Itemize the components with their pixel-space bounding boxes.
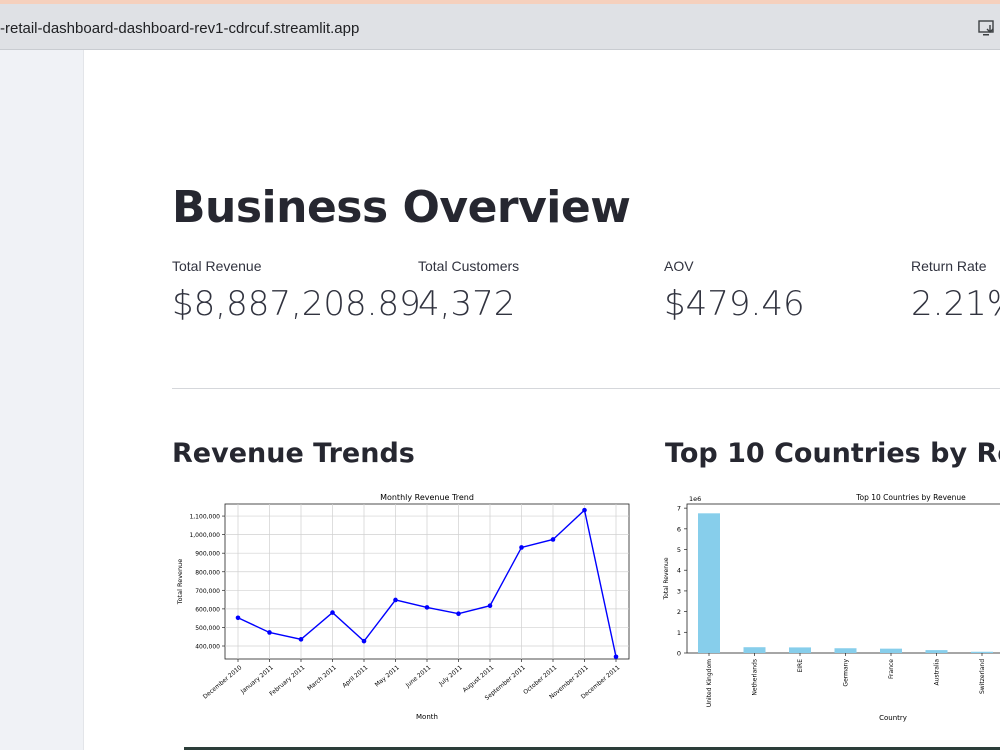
sidebar [0,50,84,750]
metric-label: Total Customers [418,258,520,274]
x-tick-label: United Kingdom [706,659,713,707]
data-point [582,507,587,513]
y-tick-label: 1,100,000 [189,514,220,521]
offset-label: 1e6 [689,495,701,503]
metric-value: $479.46 [664,284,805,324]
y-tick-label: 5 [677,546,681,554]
x-tick-label: Netherlands [752,659,759,696]
bar-chart-svg: Top 10 Countries by Revenue 1e6 0 1 2 3 4 5 6 7 Un… [663,493,1000,722]
x-tick-label: March 2011 [306,664,338,692]
bar [880,648,902,653]
address-bar[interactable]: -retail-dashboard-dashboard-rev1-cdrcuf.… [0,4,1000,50]
x-tick-label: December 2010 [202,664,244,701]
y-tick-label: 700,000 [195,588,220,595]
data-point [298,637,304,642]
url-text[interactable]: -retail-dashboard-dashboard-rev1-cdrcuf.… [0,20,360,37]
metric-label: Total Revenue [172,258,262,274]
metric-return-rate: Return Rate 2.21% [911,258,1000,324]
metric-value: 2.21% [911,284,1000,324]
page-title: Business Overview [172,182,631,233]
bar [834,648,857,653]
y-tick-label: 7 [677,505,681,513]
metric-label: Return Rate [911,258,987,274]
y-tick-label: 800,000 [195,569,220,576]
x-tick-label: April 2011 [341,664,369,689]
metric-label: AOV [664,258,694,274]
x-tick-label: Germany [843,659,850,687]
y-axis-label: Total Revenue [176,559,184,606]
y-tick-label: 6 [677,525,681,533]
download-icon[interactable] [978,19,998,37]
x-axis-label: Country [879,714,907,722]
browser-top-band [0,0,1000,4]
bar [789,647,811,653]
data-point [456,611,461,617]
x-tick-label: Switzerland [979,659,986,694]
data-point [361,638,367,644]
data-point [613,654,619,660]
metric-aov: AOV $479.46 [664,258,805,324]
chart-title: Monthly Revenue Trend [380,493,474,502]
y-tick-label: 1 [677,629,681,637]
data-point [235,615,241,621]
x-axis-label: Month [416,713,438,721]
y-tick-label: 400,000 [195,644,220,651]
x-tick-label: August 2011 [462,664,496,694]
bar [743,647,766,653]
chart-title: Top 10 Countries by Revenue [855,493,966,502]
data-point [330,610,335,615]
plot-area [686,503,1000,654]
metric-value: 4,372 [418,284,516,324]
bar [925,650,948,653]
y-tick-label: 500,000 [195,625,220,632]
metric-total-revenue: Total Revenue $8,887,208.89 [172,258,421,324]
data-point [487,603,493,609]
data-point [393,597,398,603]
data-point [424,605,430,610]
x-tick-label: Australia [934,659,941,686]
x-tick-label: France [888,659,895,679]
data-point [519,545,524,550]
y-axis-label: Total Revenue [663,557,670,600]
top-countries-chart: Top 10 Countries by Revenue 1e6 0 1 2 3 4 5 6 7 Un… [660,490,1000,725]
revenue-trend-chart: Monthly Revenue Trend 400,000 500,000 600,0… [168,490,644,725]
main-content: Business Overview Total Revenue $8,887,2… [84,50,1000,750]
x-tick-label: May 2011 [374,664,401,688]
data-point [550,537,556,542]
bar [971,651,993,653]
bottom-bar [184,747,1000,750]
y-tick-label: 2 [677,608,681,616]
y-tick-label: 1,000,000 [189,532,220,539]
bar [698,513,720,653]
x-tick-label: June 2011 [404,664,433,690]
metric-total-customers: Total Customers 4,372 [418,258,519,324]
x-tick-label: July 2011 [437,664,464,688]
section-heading-top-countries: Top 10 Countries by Revenue [665,438,1000,469]
metric-value: $8,887,208.89 [172,284,421,324]
y-tick-label: 4 [677,567,681,575]
y-tick-label: 900,000 [195,551,220,558]
line-chart-svg: Monthly Revenue Trend 400,000 500,000 600,0… [176,493,630,721]
section-heading-revenue-trends: Revenue Trends [172,438,415,469]
y-tick-label: 600,000 [195,606,220,613]
divider [172,388,1000,389]
y-tick-label: 3 [677,587,681,595]
x-tick-label: EIRE [797,659,804,673]
data-point [267,630,272,635]
y-tick-label: 0 [677,650,681,658]
